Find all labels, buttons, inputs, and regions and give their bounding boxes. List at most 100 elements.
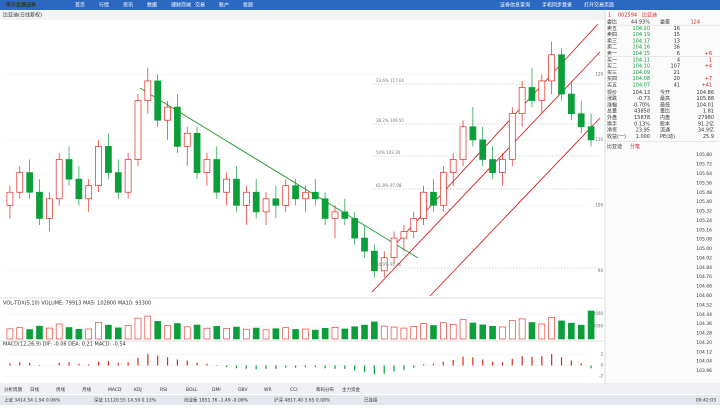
volume-bar <box>252 327 260 340</box>
tab[interactable]: 筹码分布 <box>316 386 334 393</box>
candle-body <box>45 198 53 219</box>
tab[interactable]: 月线 <box>82 386 91 393</box>
candle-body <box>36 191 43 219</box>
ladder-price: 104.60 <box>696 293 712 299</box>
top-link[interactable]: 手机同步登录 <box>542 2 572 9</box>
stat-cell: 最低 <box>660 101 670 108</box>
volume-bar <box>331 327 339 340</box>
top-link[interactable]: 证券信息查询 <box>500 2 530 9</box>
tab[interactable]: 周线 <box>56 386 65 393</box>
tab[interactable]: KDJ <box>134 387 142 393</box>
candle-body <box>272 198 280 206</box>
candle-body <box>223 178 230 193</box>
tab[interactable]: DMI <box>212 387 221 393</box>
menu-item[interactable]: 行情 <box>99 2 109 9</box>
menu-item[interactable]: 交易 <box>195 2 205 9</box>
ladder-price: 104.12 <box>696 349 712 355</box>
book-cell: 44.93% <box>631 20 650 26</box>
fib-label: 80.9% 91.46 <box>376 262 402 267</box>
volume-bar <box>548 317 555 340</box>
candle-body <box>439 172 447 206</box>
y-tick-label: 2 <box>600 352 603 357</box>
menu-item[interactable]: 账户 <box>219 2 229 9</box>
candle-body <box>410 218 418 232</box>
tab[interactable]: OBV <box>238 387 248 393</box>
menu-item[interactable]: 资讯 <box>123 2 133 9</box>
candle-body <box>252 191 260 213</box>
volume-bar <box>6 328 14 340</box>
status-item: 上证 3414.54 1.94 0.06% <box>4 397 61 404</box>
candle-body <box>144 80 152 101</box>
volume-bar <box>95 321 102 340</box>
candle-body <box>302 191 309 200</box>
menu-item[interactable]: 投顾 <box>243 2 253 9</box>
tab[interactable]: CCI <box>290 387 298 393</box>
volume-bar <box>46 327 53 340</box>
volume-bar <box>440 322 447 340</box>
ticks-tab[interactable]: 分笔 <box>630 143 640 150</box>
candle-body <box>242 191 250 206</box>
candle-body <box>292 185 299 200</box>
top-bar <box>0 0 720 10</box>
y-tick-label: 90 <box>598 268 604 273</box>
ladder-price: 103.96 <box>696 368 712 374</box>
y-tick-label: -2 <box>599 374 603 379</box>
volume-bar <box>302 328 309 340</box>
menu-item[interactable]: 首页 <box>75 2 85 9</box>
stat-cell: -0.70% <box>632 102 650 108</box>
book-cell: 104.08 <box>633 76 651 82</box>
y-tick-label: 100 <box>595 202 603 207</box>
volume-bar <box>449 324 457 340</box>
volume-bar <box>420 323 427 340</box>
menu-item[interactable]: 理财商城 <box>171 2 191 9</box>
top-link[interactable]: 打开交易页面 <box>584 2 614 9</box>
volume-bar <box>361 324 368 340</box>
volume-bar <box>469 322 477 340</box>
tab-bar <box>0 385 720 394</box>
status-bar <box>0 395 720 405</box>
candle-body <box>361 237 368 252</box>
volume-bar <box>558 320 565 340</box>
quote-index: 1 <box>608 13 611 19</box>
book-cell: 104.20 <box>633 26 651 32</box>
book-cell: 16 <box>674 26 680 32</box>
candle-body <box>203 159 211 173</box>
ladder-price: 104.36 <box>696 321 712 327</box>
book-cell: 买二 <box>607 63 617 70</box>
volume-bar <box>16 327 24 340</box>
menu-item[interactable]: 数据 <box>147 2 157 9</box>
volume-bar <box>538 323 546 340</box>
tab[interactable]: BOLL <box>186 387 198 393</box>
candle-body <box>499 159 506 173</box>
candle-body <box>489 159 496 173</box>
tab[interactable]: 分析周期 <box>4 386 22 393</box>
book-cell: 104.17 <box>633 38 651 44</box>
fib-label: 50% 103.30 <box>376 150 401 155</box>
tab[interactable]: WR <box>264 387 272 393</box>
volume-bar <box>174 323 181 340</box>
side-panel <box>605 10 720 385</box>
book-cell: 买一 <box>607 56 617 63</box>
stat-cell: 27980 <box>698 115 714 121</box>
tab[interactable]: RSI <box>160 387 167 393</box>
volume-bar <box>85 328 93 340</box>
candle-body <box>400 231 408 239</box>
stat-cell: 15878 <box>634 115 650 121</box>
ladder-price: 105.40 <box>696 199 712 205</box>
stat-cell: -0.73 <box>637 96 650 102</box>
fib-label: 61.8% 97.08 <box>376 183 402 188</box>
volume-bar <box>321 328 329 340</box>
volume-bar <box>183 326 191 340</box>
book-cell: 委比 <box>607 19 617 26</box>
tab[interactable]: MACD <box>108 387 122 393</box>
book-cell: 1 <box>709 57 712 63</box>
tab[interactable]: 日线 <box>30 386 39 393</box>
ladder-price: 105.80 <box>696 152 712 158</box>
tab[interactable]: 主力资金 <box>342 386 360 393</box>
ladder-price: 104.28 <box>696 331 712 337</box>
volume-bar <box>371 321 378 340</box>
candle-body <box>134 100 142 160</box>
candle-body <box>95 146 102 187</box>
book-cell: 买三 <box>607 69 617 76</box>
